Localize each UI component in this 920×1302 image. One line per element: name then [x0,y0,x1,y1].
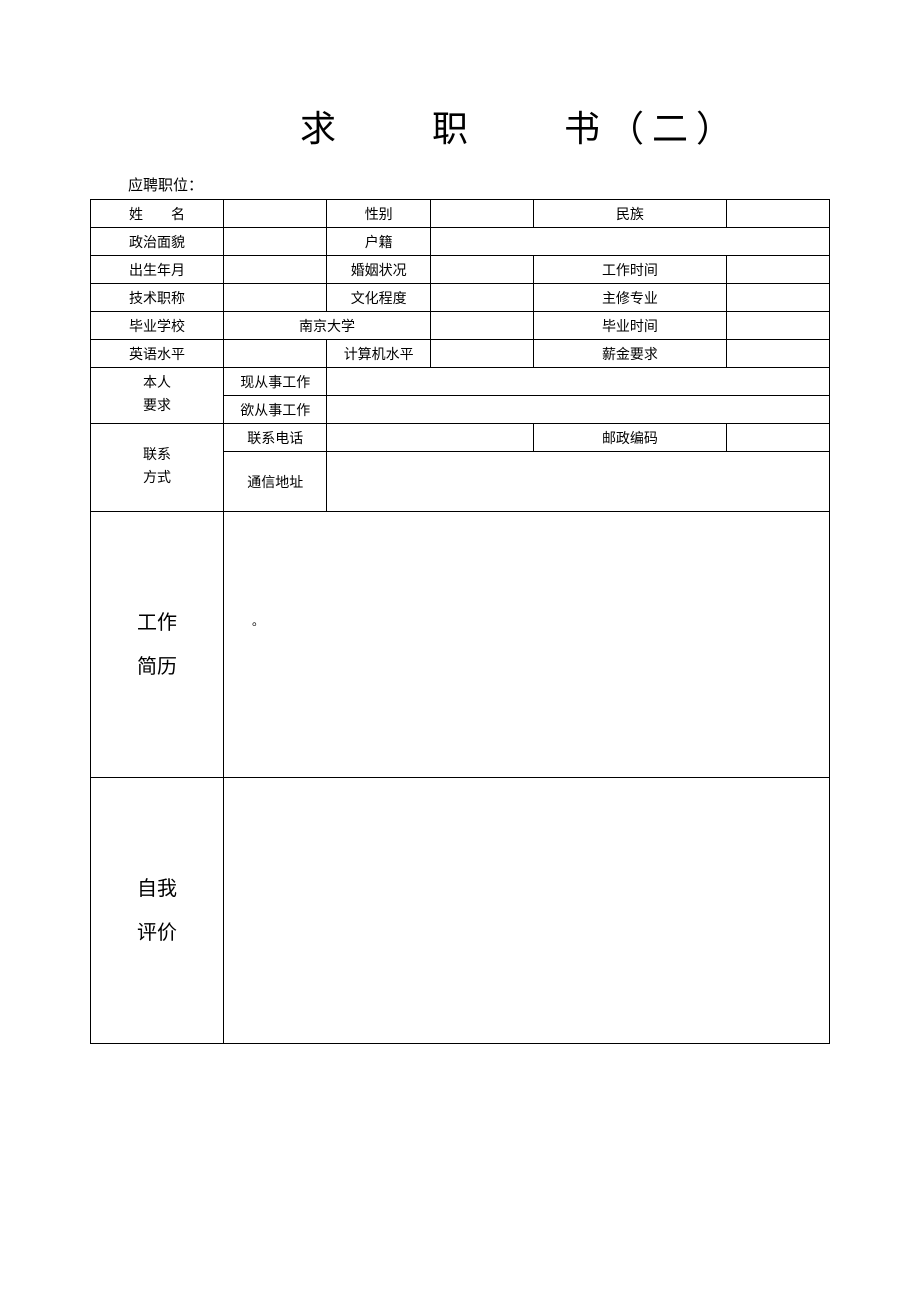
cell-computer-value [430,340,533,368]
cell-desiredjob-label: 欲从事工作 [224,396,327,424]
cell-workhistory-label: 工作 简历 [91,512,224,778]
cell-name-value [224,200,327,228]
cell-school-label: 毕业学校 [91,312,224,340]
cell-requirements-label: 本人 要求 [91,368,224,424]
cell-political-value [224,228,327,256]
cell-empty [430,312,533,340]
label-line2: 评价 [137,922,177,944]
cell-address-label: 通信地址 [224,452,327,512]
label-text: 姓 名 [129,208,185,223]
cell-currentjob-value [327,368,830,396]
table-row: 政治面貌 户籍 [91,228,830,256]
table-row: 姓 名 性别 民族 [91,200,830,228]
document-page: 求 职 书（二） 应聘职位： 姓 名 性别 民族 政治面貌 户籍 [0,0,920,1104]
cell-english-value [224,340,327,368]
cell-computer-label: 计算机水平 [327,340,430,368]
cell-birth-label: 出生年月 [91,256,224,284]
cell-worktime-label: 工作时间 [534,256,726,284]
label-line2: 简历 [137,656,177,678]
cell-school-value: 南京大学 [224,312,431,340]
cell-salary-value [726,340,830,368]
cell-marital-value [430,256,533,284]
table-row: 毕业学校 南京大学 毕业时间 [91,312,830,340]
cell-selfeval-label: 自我 评价 [91,778,224,1044]
table-row: 技术职称 文化程度 主修专业 [91,284,830,312]
table-row: 工作 简历 。 [91,512,830,778]
cell-workhistory-value: 。 [224,512,830,778]
cell-postcode-value [726,424,830,452]
table-row: 英语水平 计算机水平 薪金要求 [91,340,830,368]
cell-name-label: 姓 名 [91,200,224,228]
cell-political-label: 政治面貌 [91,228,224,256]
cell-ethnicity-value [726,200,830,228]
cell-worktime-value [726,256,830,284]
label-line2: 方式 [143,471,171,486]
table-row: 出生年月 婚姻状况 工作时间 [91,256,830,284]
cell-gradtime-label: 毕业时间 [534,312,726,340]
table-row: 本人 要求 现从事工作 [91,368,830,396]
cell-english-label: 英语水平 [91,340,224,368]
cell-contact-label: 联系 方式 [91,424,224,512]
cell-gender-value [430,200,533,228]
label-line1: 自我 [137,878,177,900]
table-row: 联系 方式 联系电话 邮政编码 [91,424,830,452]
document-title: 求 职 书（二） [90,100,830,152]
cell-gender-label: 性别 [327,200,430,228]
label-line2: 要求 [143,399,171,414]
cell-major-value [726,284,830,312]
cell-phone-label: 联系电话 [224,424,327,452]
cell-desiredjob-value [327,396,830,424]
label-line1: 本人 [143,376,171,391]
cell-residence-value [430,228,829,256]
cell-major-label: 主修专业 [534,284,726,312]
cell-residence-label: 户籍 [327,228,430,256]
cell-phone-value [327,424,534,452]
cell-education-label: 文化程度 [327,284,430,312]
cell-ethnicity-label: 民族 [534,200,726,228]
cell-currentjob-label: 现从事工作 [224,368,327,396]
position-label: 应聘职位： [90,174,830,195]
cell-techtitle-label: 技术职称 [91,284,224,312]
cell-techtitle-value [224,284,327,312]
cell-marital-label: 婚姻状况 [327,256,430,284]
label-line1: 联系 [143,448,171,463]
cell-selfeval-value [224,778,830,1044]
cell-postcode-label: 邮政编码 [534,424,726,452]
cell-birth-value [224,256,327,284]
cell-address-value [327,452,830,512]
label-line1: 工作 [137,612,177,634]
cell-gradtime-value [726,312,830,340]
table-row: 自我 评价 [91,778,830,1044]
cell-salary-label: 薪金要求 [534,340,726,368]
cell-education-value [430,284,533,312]
resume-table: 姓 名 性别 民族 政治面貌 户籍 出生年月 婚姻状况 工作时间 技术职称 [90,199,830,1044]
